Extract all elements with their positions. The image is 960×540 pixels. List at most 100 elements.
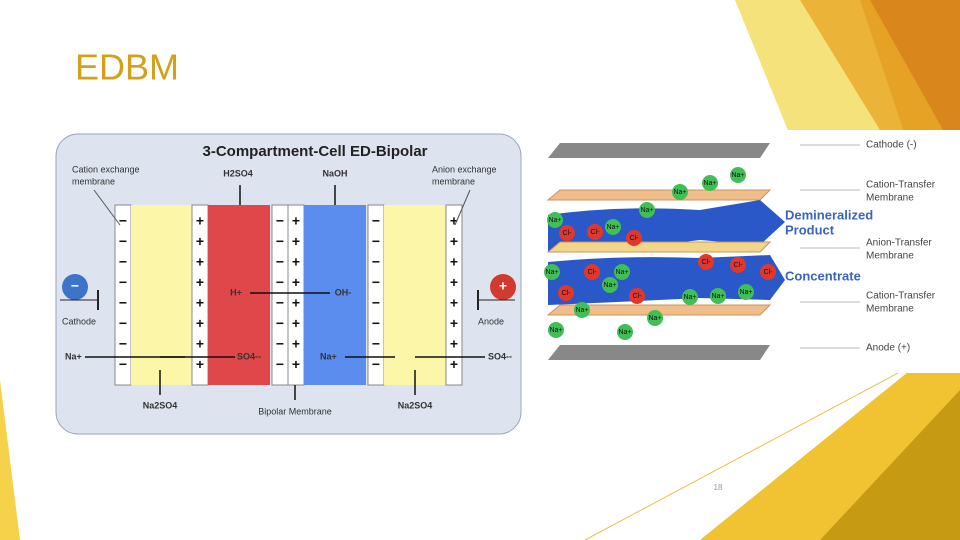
sign: + [292, 336, 300, 352]
sign: − [119, 295, 127, 311]
ion [547, 212, 563, 228]
right-diagram: Na+ Na+ Na+ Na+ Na+ Cl- Cl- Na+ Cl- Cl- Cl- Cl- Na+ C… [544, 130, 960, 373]
ion [698, 254, 714, 270]
ion-label: Cl- [588, 269, 598, 276]
sign: + [196, 213, 204, 229]
sign: − [372, 356, 380, 372]
label: Cathode [62, 316, 96, 326]
label: NaOH [322, 168, 347, 178]
sign: + [450, 295, 458, 311]
ion [584, 264, 600, 280]
sign: − [372, 336, 380, 352]
sign: − [372, 315, 380, 331]
sign: − [372, 254, 380, 270]
label: OH- [335, 287, 352, 297]
compartment [384, 205, 446, 385]
ion [730, 167, 746, 183]
sign: + [196, 315, 204, 331]
label: membrane [432, 176, 475, 186]
sign: − [372, 274, 380, 290]
sign: + [196, 274, 204, 290]
sign: + [450, 254, 458, 270]
sign: − [276, 315, 284, 331]
sign: + [196, 254, 204, 270]
compartment [208, 205, 270, 385]
ions: Na+Na+Na+Na+Na+Cl- Cl-Na+Cl-Cl- Cl-Cl-Na+ C… [544, 167, 776, 340]
anode-icon [490, 274, 516, 300]
ion-label: Na+ [648, 315, 661, 322]
label: Na2SO4 [398, 400, 433, 410]
decor-shape [820, 390, 960, 540]
sign: − [276, 295, 284, 311]
sign: − [71, 278, 79, 294]
left-diagram: 3-Compartment-Cell ED-Bipolar −−−−−−−−++… [55, 133, 522, 435]
sign: − [276, 213, 284, 229]
label: Demineralized [785, 207, 873, 222]
ion [702, 175, 718, 191]
ion-label: Cl- [563, 230, 573, 237]
ion-label: Cl- [734, 262, 744, 269]
ion [672, 184, 688, 200]
sign: − [372, 233, 380, 249]
ion-label: Na+ [618, 329, 631, 336]
label: H2SO4 [223, 168, 253, 178]
anode-plate [548, 345, 770, 360]
membrane [546, 241, 772, 253]
ion-label: Na+ [673, 189, 686, 196]
label: Cathode (-) [866, 140, 917, 151]
ion-label: Cl- [591, 229, 601, 236]
sign: − [119, 254, 127, 270]
decor-line [584, 339, 960, 540]
ion [760, 264, 776, 280]
sign: − [119, 274, 127, 290]
sign: + [499, 278, 507, 294]
membrane [546, 304, 772, 316]
membrane [546, 189, 772, 201]
sign: − [119, 336, 127, 352]
ion-label: Na+ [731, 172, 744, 179]
label: Anion exchange [432, 164, 497, 174]
sign: − [276, 254, 284, 270]
label: Membrane [866, 304, 914, 315]
ion [559, 225, 575, 241]
label: membrane [72, 176, 115, 186]
ion-label: Cl- [702, 259, 712, 266]
sign: − [276, 233, 284, 249]
label: Anode (+) [866, 343, 910, 354]
ion [574, 302, 590, 318]
flow-channel [548, 200, 785, 252]
compartment [131, 205, 192, 385]
sign: + [292, 356, 300, 372]
sign: − [119, 233, 127, 249]
compartment [304, 205, 366, 385]
sign: + [292, 213, 300, 229]
sign: + [450, 315, 458, 331]
pointer [93, 189, 121, 226]
cathode-icon [62, 274, 88, 300]
ion [558, 285, 574, 301]
label: Na+ [65, 351, 82, 361]
ion-label: Cl- [764, 269, 774, 276]
label: Bipolar Membrane [258, 406, 332, 416]
label: SO4-- [488, 351, 512, 361]
label: Membrane [866, 193, 914, 204]
sign: + [196, 295, 204, 311]
label: Anode [478, 316, 504, 326]
sign: + [292, 315, 300, 331]
sign: + [450, 274, 458, 290]
sign: + [196, 233, 204, 249]
label: Na2SO4 [143, 400, 178, 410]
ion [710, 288, 726, 304]
ion [738, 284, 754, 300]
ion [614, 264, 630, 280]
ion-label: Na+ [615, 269, 628, 276]
cathode-plate [548, 143, 770, 158]
ion [682, 289, 698, 305]
label: H+ [230, 287, 242, 297]
label: Anion-Transfer [866, 238, 932, 249]
ion-label: Na+ [683, 294, 696, 301]
sign: − [119, 213, 127, 229]
ion-label: Na+ [739, 289, 752, 296]
diagram-title: 3-Compartment-Cell ED-Bipolar [202, 143, 427, 160]
sign: − [276, 336, 284, 352]
